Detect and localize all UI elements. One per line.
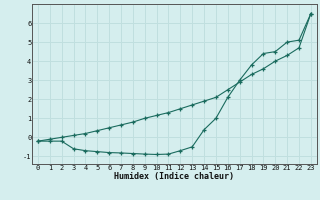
X-axis label: Humidex (Indice chaleur): Humidex (Indice chaleur) bbox=[115, 172, 234, 181]
